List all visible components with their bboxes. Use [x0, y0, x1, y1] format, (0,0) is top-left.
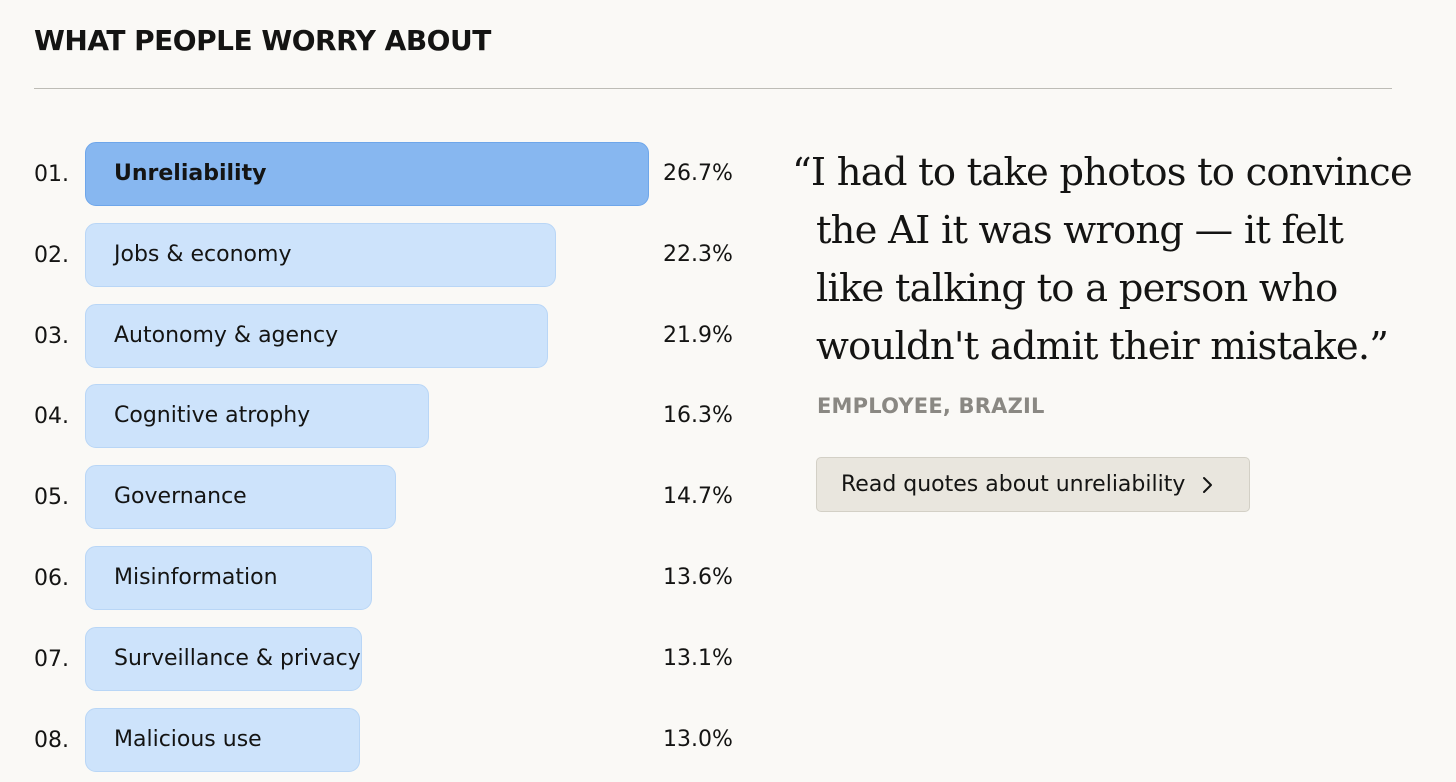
chart-row[interactable]: 04. Cognitive atrophy 16.3% — [0, 384, 760, 450]
category-label: Malicious use — [114, 726, 262, 752]
value-label: 22.3% — [663, 241, 733, 267]
worry-bar-chart: 01. Unreliability 26.7% 02. Jobs & economy 22… — [0, 142, 760, 774]
value-label: 26.7% — [663, 161, 733, 186]
chart-row[interactable]: 01. Unreliability 26.7% — [0, 142, 760, 208]
bar[interactable] — [85, 707, 360, 772]
read-quotes-button-label: Read quotes about unreliability — [841, 472, 1186, 497]
bar[interactable] — [85, 303, 548, 368]
category-label: Cognitive atrophy — [114, 403, 311, 429]
rank-label: 01. — [34, 162, 69, 187]
rank-label: 03. — [34, 323, 69, 349]
rank-label: 05. — [34, 485, 69, 511]
category-label: Jobs & economy — [114, 241, 292, 267]
rank-label: 06. — [34, 566, 69, 591]
rank-label: 02. — [34, 242, 69, 268]
bar[interactable] — [85, 142, 649, 206]
value-label: 21.9% — [663, 322, 733, 348]
quote-attribution: EMPLOYEE, BRAZIL — [817, 394, 1045, 418]
section-heading: WHAT PEOPLE WORRY ABOUT — [34, 24, 491, 57]
read-quotes-button[interactable]: Read quotes about unreliability — [816, 457, 1250, 512]
category-label: Surveillance & privacy — [114, 645, 361, 671]
rank-label: 04. — [34, 404, 69, 430]
chart-row[interactable]: 06. Misinformation 13.6% — [0, 546, 760, 612]
value-label: 13.1% — [663, 645, 733, 671]
category-label: Unreliability — [114, 161, 267, 186]
chart-row[interactable]: 07. Surveillance & privacy 13.1% — [0, 626, 760, 693]
bar[interactable] — [85, 546, 372, 610]
category-label: Misinformation — [114, 565, 278, 590]
chart-row[interactable]: 03. Autonomy & agency 21.9% — [0, 303, 760, 370]
bar[interactable] — [85, 626, 362, 691]
chevron-right-icon — [1203, 476, 1213, 493]
value-label: 13.0% — [663, 726, 733, 752]
chart-row[interactable]: 02. Jobs & economy 22.3% — [0, 222, 760, 289]
bar[interactable] — [85, 222, 556, 287]
category-label: Governance — [114, 484, 247, 510]
chart-row[interactable]: 08. Malicious use 13.0% — [0, 707, 760, 774]
bar[interactable] — [85, 465, 396, 530]
category-label: Autonomy & agency — [114, 322, 339, 348]
bar[interactable] — [85, 384, 429, 449]
chart-row[interactable]: 05. Governance 14.7% — [0, 465, 760, 531]
rank-label: 08. — [34, 727, 69, 753]
quote-line: like talking to a person who — [816, 266, 1338, 311]
value-label: 13.6% — [663, 565, 733, 590]
quote-line: the AI it was wrong — it felt — [816, 208, 1344, 253]
rank-label: 07. — [34, 646, 69, 672]
quote-text: “I had to take photos to convince the AI… — [792, 144, 1432, 376]
quote-line: wouldn't admit their mistake.” — [816, 324, 1389, 369]
value-label: 16.3% — [663, 403, 733, 429]
value-label: 14.7% — [663, 484, 733, 510]
divider — [34, 88, 1392, 89]
quote-line: “I had to take photos to convince — [792, 150, 1413, 195]
